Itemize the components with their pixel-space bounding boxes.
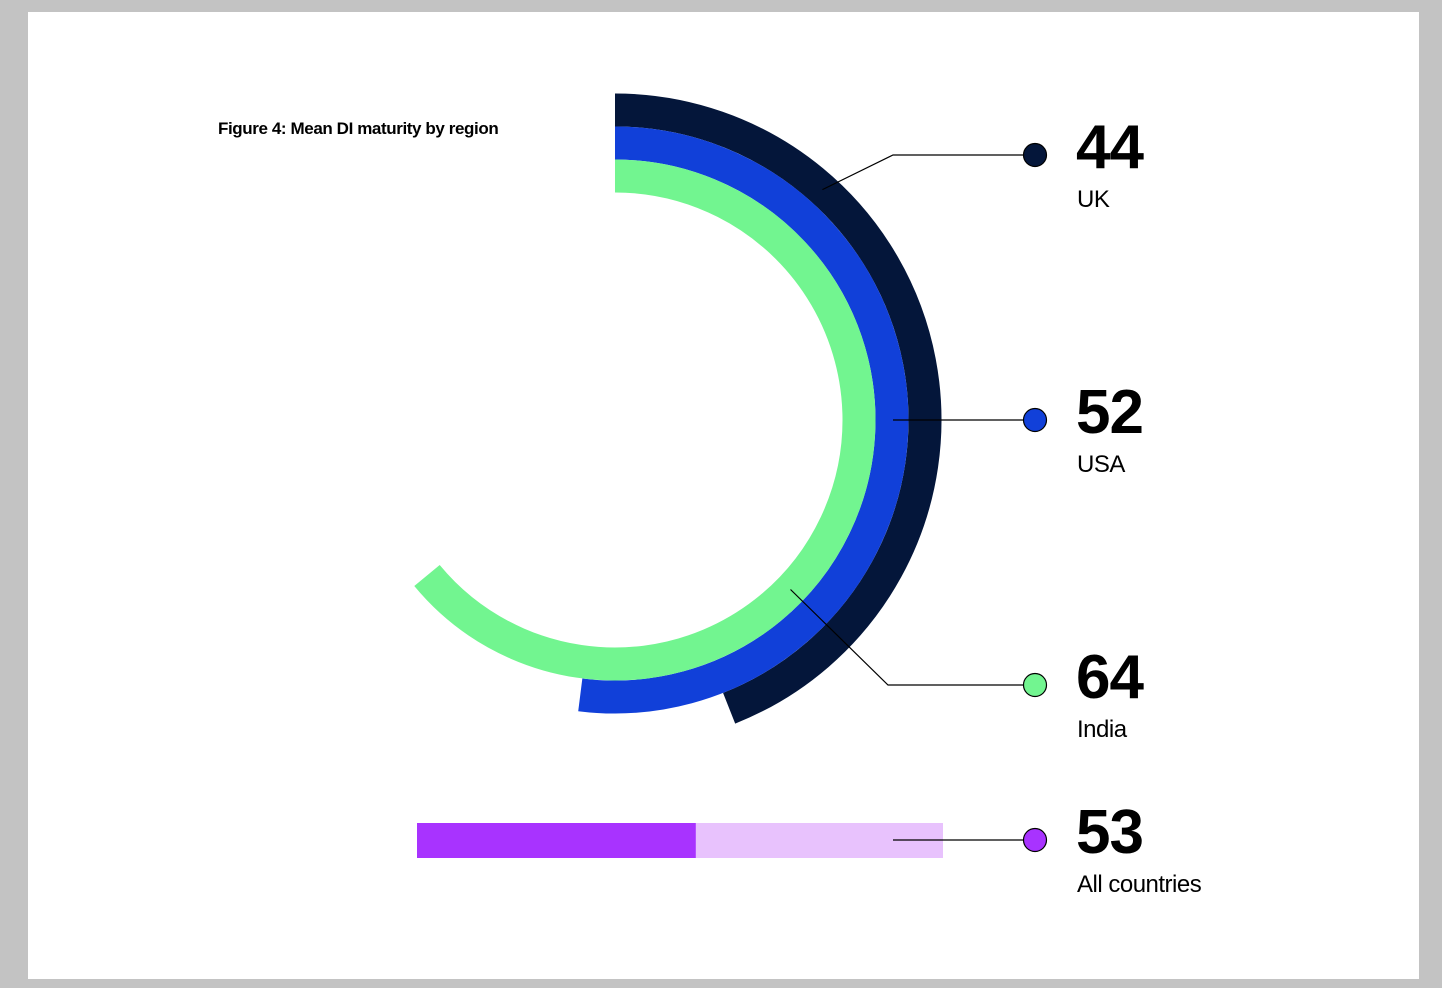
value-all-countries: 53 xyxy=(1076,798,1143,867)
summary-fill xyxy=(417,823,696,858)
all-countries-bar xyxy=(417,823,943,858)
label-uk: UK xyxy=(1077,186,1110,213)
arc-uk xyxy=(614,93,942,724)
value-india: 64 xyxy=(1076,643,1144,712)
dot-uk xyxy=(1022,142,1048,168)
label-india: India xyxy=(1077,716,1128,743)
dot-usa xyxy=(1022,407,1048,433)
dot-all-countries xyxy=(1022,827,1048,853)
value-labels: 44 UK 52 USA 64 India 53 All countries xyxy=(1076,113,1202,898)
arc-india xyxy=(414,159,876,681)
radial-bars xyxy=(414,93,942,724)
chart-title: Figure 4: Mean DI maturity by region xyxy=(218,119,498,138)
report-page: Figure 4: Mean DI maturity by region 44 U… xyxy=(28,12,1419,979)
value-uk: 44 xyxy=(1076,113,1144,182)
value-usa: 52 xyxy=(1076,378,1143,447)
leader-lines xyxy=(790,142,1048,853)
label-all-countries: All countries xyxy=(1077,871,1202,898)
arc-usa xyxy=(578,126,909,714)
leader-india xyxy=(790,589,1035,686)
leader-uk xyxy=(822,154,1035,191)
di-maturity-chart: Figure 4: Mean DI maturity by region 44 U… xyxy=(218,93,1202,898)
label-usa: USA xyxy=(1077,451,1125,478)
dot-india xyxy=(1022,672,1048,698)
